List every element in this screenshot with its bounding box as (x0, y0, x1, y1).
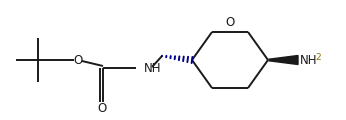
Text: NH: NH (144, 63, 162, 75)
Text: O: O (73, 54, 83, 66)
Text: 2: 2 (315, 54, 321, 63)
Text: O: O (97, 102, 106, 115)
Text: NH: NH (300, 54, 318, 67)
Text: O: O (225, 15, 235, 29)
Polygon shape (269, 55, 298, 65)
